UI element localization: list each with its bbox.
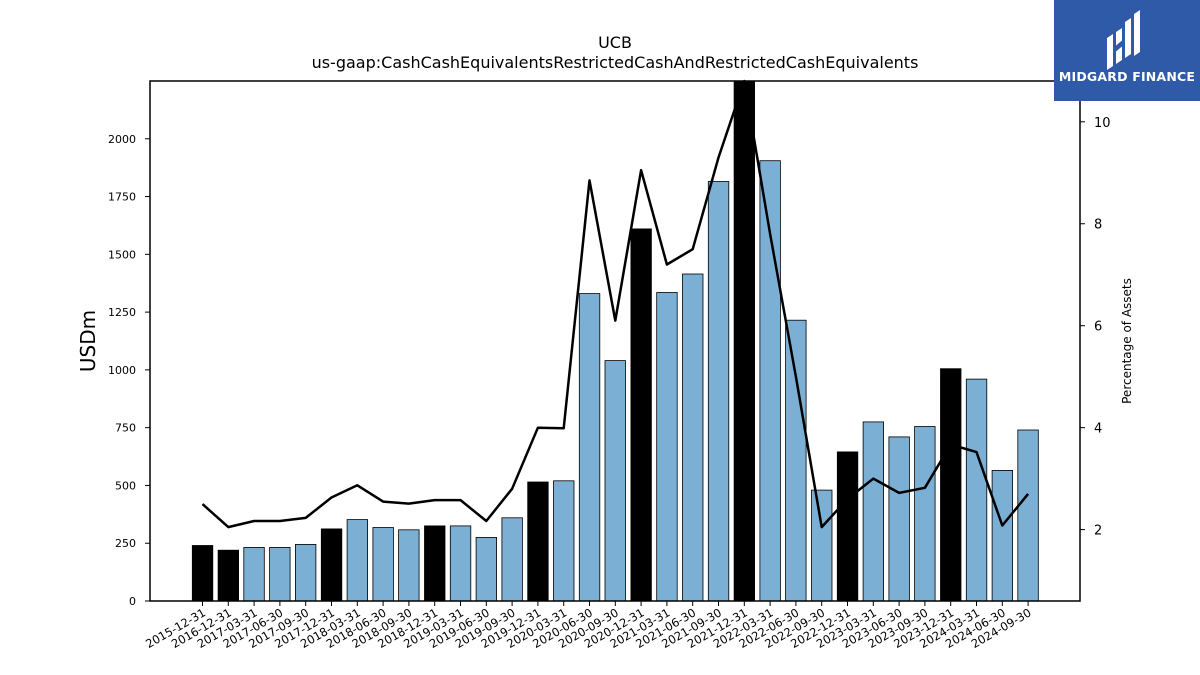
left-axis-ticks: 0 250 500 750 1000 1250 1500 1750 2000 xyxy=(108,133,150,608)
y-tick-label: 2000 xyxy=(108,133,136,146)
bar-2021-12-31 xyxy=(733,80,755,602)
y2-tick-label: 2 xyxy=(1094,524,1102,539)
midgard-finance-logo: MIDGARD FINANCE xyxy=(1054,0,1200,101)
chart-subtitle: us-gaap:CashCashEquivalentsRestrictedCas… xyxy=(312,53,919,72)
y-tick-label: 1500 xyxy=(108,248,136,261)
bar-2015-12-31 xyxy=(191,545,214,602)
bar-2019-03-31 xyxy=(449,525,472,602)
bar-2017-06-30 xyxy=(269,547,291,602)
y-tick-label: 250 xyxy=(115,537,136,550)
bar-2021-03-31 xyxy=(656,292,678,602)
bar-2018-06-30 xyxy=(372,527,394,602)
y2-tick-label: 8 xyxy=(1094,218,1102,233)
bar-2019-06-30 xyxy=(475,537,498,602)
right-axis-ticks: 2 4 6 8 10 xyxy=(1080,116,1111,539)
y-axis-label: USDm xyxy=(76,310,100,372)
bar-2023-09-30 xyxy=(914,426,936,602)
chart-title: UCB xyxy=(598,33,632,52)
bar-2020-03-31 xyxy=(553,480,575,602)
bar-2017-03-31 xyxy=(243,547,265,602)
bar-2024-03-31 xyxy=(965,378,988,602)
bar-2018-12-31 xyxy=(424,525,446,602)
bar-2022-06-30 xyxy=(785,319,807,602)
bar-2018-03-31 xyxy=(346,519,369,602)
logo-mark-icon xyxy=(1107,10,1140,70)
bar-2021-06-30 xyxy=(682,273,704,602)
y-tick-label: 1000 xyxy=(108,364,136,377)
bar-2023-06-30 xyxy=(888,436,910,602)
x-axis-ticks: 2015-12-312016-12-312017-03-312017-06-30… xyxy=(143,601,1034,651)
bar-2017-09-30 xyxy=(294,544,317,602)
bar-2021-09-30 xyxy=(707,181,730,602)
y2-tick-label: 4 xyxy=(1094,422,1102,437)
bar-series xyxy=(191,80,1039,602)
bar-2020-06-30 xyxy=(578,293,601,602)
y-tick-label: 500 xyxy=(115,479,136,492)
y-tick-label: 1750 xyxy=(108,191,136,204)
bar-2023-12-31 xyxy=(940,368,962,602)
y-tick-label: 1250 xyxy=(108,306,136,319)
y-tick-label: 0 xyxy=(129,595,136,608)
bar-2020-09-30 xyxy=(604,360,626,602)
y2-tick-label: 10 xyxy=(1094,116,1111,131)
bar-2017-12-31 xyxy=(320,528,343,602)
bar-2023-03-31 xyxy=(862,421,884,602)
bar-2020-12-31 xyxy=(630,228,652,602)
bar-2018-09-30 xyxy=(398,529,420,602)
bar-2019-09-30 xyxy=(501,517,523,602)
bar-2022-12-31 xyxy=(836,451,859,602)
bar-2022-09-30 xyxy=(811,489,833,602)
percentage-line xyxy=(201,79,1030,529)
bar-2024-09-30 xyxy=(1017,429,1039,602)
y-tick-label: 750 xyxy=(115,422,136,435)
bar-2024-06-30 xyxy=(991,469,1013,602)
logo-text: MIDGARD FINANCE xyxy=(1058,69,1196,84)
bar-2016-12-31 xyxy=(217,549,240,602)
bar-2019-12-31 xyxy=(527,481,549,602)
y2-tick-label: 6 xyxy=(1094,320,1102,335)
y2-axis-label: Percentage of Assets xyxy=(1120,278,1134,404)
